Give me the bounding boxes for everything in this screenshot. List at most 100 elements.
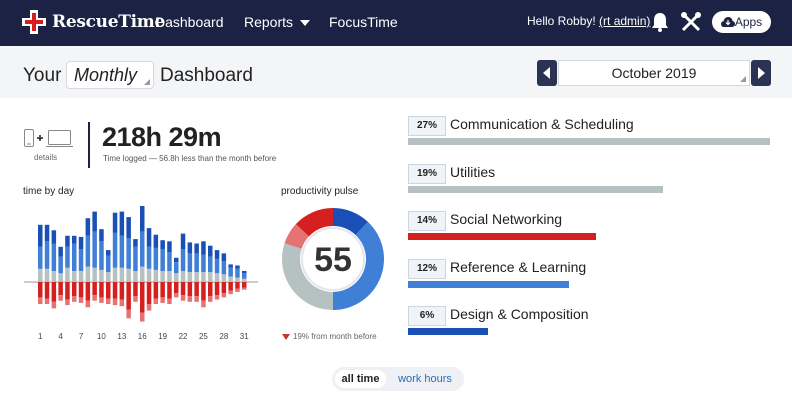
- day-bar-segment[interactable]: [126, 309, 131, 319]
- day-bar-segment[interactable]: [112, 282, 118, 299]
- day-bar-segment[interactable]: [65, 299, 70, 306]
- day-bar-segment[interactable]: [85, 235, 91, 267]
- day-bar-segment[interactable]: [38, 297, 43, 304]
- day-bar-segment[interactable]: [78, 236, 84, 249]
- day-bar-segment[interactable]: [194, 253, 199, 273]
- day-bar-segment[interactable]: [58, 246, 63, 257]
- admin-link[interactable]: (rt admin): [599, 14, 651, 28]
- category-name[interactable]: Reference & Learning: [450, 258, 587, 275]
- day-bar-segment[interactable]: [201, 282, 206, 301]
- day-bar-segment[interactable]: [65, 235, 70, 247]
- day-bar-segment[interactable]: [174, 293, 179, 298]
- day-bar-segment[interactable]: [133, 296, 138, 302]
- tools-icon[interactable]: [680, 11, 702, 33]
- period-select[interactable]: Monthly: [66, 61, 154, 89]
- day-bar-segment[interactable]: [208, 245, 213, 257]
- day-bar-segment[interactable]: [106, 282, 111, 299]
- day-bar-segment[interactable]: [106, 272, 111, 282]
- category-name[interactable]: Utilities: [450, 163, 496, 180]
- day-bar-segment[interactable]: [242, 273, 247, 279]
- day-bar-segment[interactable]: [187, 253, 193, 273]
- day-bar-segment[interactable]: [146, 228, 152, 247]
- day-bar-segment[interactable]: [174, 273, 179, 282]
- day-bar-segment[interactable]: [153, 298, 159, 305]
- day-bar-segment[interactable]: [85, 218, 91, 236]
- day-bar-segment[interactable]: [201, 254, 206, 273]
- day-bar-segment[interactable]: [221, 253, 227, 262]
- day-bar-segment[interactable]: [160, 282, 165, 298]
- day-bar-segment[interactable]: [194, 272, 199, 282]
- day-bar-segment[interactable]: [119, 211, 125, 236]
- day-bar-segment[interactable]: [99, 297, 104, 303]
- brand-logo[interactable]: RescueTime: [22, 10, 165, 34]
- day-bar-segment[interactable]: [174, 282, 179, 293]
- prev-month-button[interactable]: [537, 60, 557, 86]
- day-bar-segment[interactable]: [235, 282, 240, 289]
- day-bar-segment[interactable]: [72, 271, 77, 282]
- day-bar-segment[interactable]: [112, 267, 118, 282]
- day-bar-segment[interactable]: [119, 282, 125, 300]
- day-bar-segment[interactable]: [174, 257, 179, 263]
- day-bar-segment[interactable]: [228, 264, 233, 268]
- day-bar-segment[interactable]: [92, 231, 97, 268]
- day-bar-segment[interactable]: [194, 296, 199, 302]
- day-bar-segment[interactable]: [214, 295, 220, 300]
- day-bar-segment[interactable]: [106, 298, 111, 305]
- day-bar-segment[interactable]: [99, 282, 104, 298]
- day-bar-segment[interactable]: [38, 268, 43, 282]
- day-bar-segment[interactable]: [99, 229, 104, 242]
- day-bar-segment[interactable]: [160, 297, 165, 303]
- day-bar-segment[interactable]: [85, 266, 91, 282]
- day-bar-segment[interactable]: [208, 282, 213, 297]
- day-bar-segment[interactable]: [180, 249, 186, 271]
- day-bar-segment[interactable]: [126, 268, 131, 282]
- day-bar-segment[interactable]: [78, 249, 84, 271]
- day-bar-segment[interactable]: [99, 269, 104, 282]
- day-bar-segment[interactable]: [58, 295, 63, 301]
- day-bar-segment[interactable]: [160, 271, 165, 282]
- day-bar-segment[interactable]: [58, 282, 63, 296]
- pulse-slice[interactable]: [333, 208, 368, 235]
- day-bar-segment[interactable]: [92, 282, 97, 296]
- day-bar-segment[interactable]: [85, 300, 91, 308]
- devices-icon[interactable]: [24, 129, 74, 149]
- day-bar-segment[interactable]: [140, 231, 145, 267]
- day-bar-segment[interactable]: [38, 246, 43, 269]
- day-bar-segment[interactable]: [78, 297, 84, 303]
- apps-button[interactable]: Apps: [712, 11, 771, 33]
- day-bar-segment[interactable]: [167, 271, 172, 282]
- day-bar-segment[interactable]: [167, 282, 172, 299]
- day-bar-segment[interactable]: [208, 296, 213, 302]
- month-select[interactable]: October 2019: [558, 60, 750, 86]
- day-bar-segment[interactable]: [92, 267, 97, 282]
- day-bar-segment[interactable]: [44, 282, 50, 299]
- day-bar-segment[interactable]: [214, 273, 220, 282]
- day-bar-segment[interactable]: [78, 282, 84, 298]
- day-bar-segment[interactable]: [51, 301, 57, 309]
- pulse-slice[interactable]: [284, 224, 309, 249]
- day-bar-segment[interactable]: [194, 282, 199, 297]
- day-bar-segment[interactable]: [221, 261, 227, 275]
- day-bar-segment[interactable]: [153, 234, 159, 248]
- day-bar-segment[interactable]: [174, 262, 179, 274]
- day-bar-segment[interactable]: [187, 296, 193, 302]
- day-bar-segment[interactable]: [106, 250, 111, 256]
- day-bar-segment[interactable]: [51, 282, 57, 302]
- day-bar-segment[interactable]: [85, 282, 91, 301]
- day-bar-segment[interactable]: [146, 304, 152, 311]
- day-bar-segment[interactable]: [65, 267, 70, 282]
- day-bar-segment[interactable]: [92, 295, 97, 301]
- day-bar-segment[interactable]: [38, 282, 43, 298]
- day-bar-segment[interactable]: [242, 287, 247, 290]
- bell-icon[interactable]: [651, 12, 669, 32]
- day-bar-segment[interactable]: [180, 271, 186, 282]
- day-bar-segment[interactable]: [221, 274, 227, 282]
- all-time-toggle[interactable]: all time: [335, 370, 386, 388]
- day-bar-segment[interactable]: [228, 276, 233, 283]
- day-bar-segment[interactable]: [167, 252, 172, 271]
- day-bar-segment[interactable]: [153, 247, 159, 270]
- day-bar-segment[interactable]: [235, 277, 240, 282]
- day-bar-segment[interactable]: [221, 293, 227, 298]
- day-bar-segment[interactable]: [187, 242, 193, 254]
- day-bar-segment[interactable]: [51, 243, 57, 272]
